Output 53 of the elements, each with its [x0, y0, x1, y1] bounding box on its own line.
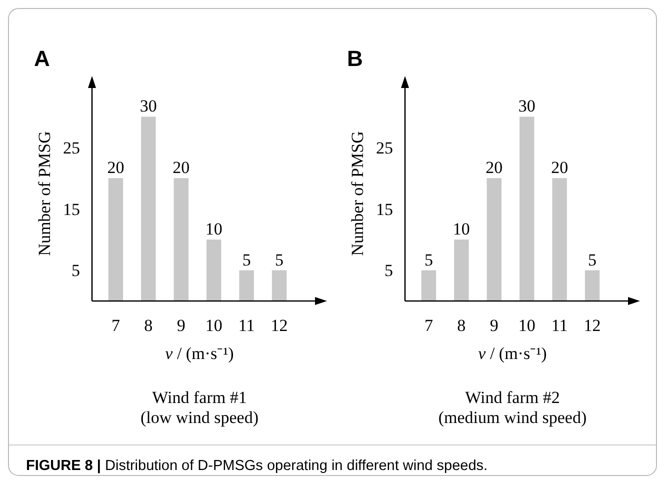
x-tick-label: 11	[551, 316, 568, 335]
data-label: 20	[172, 158, 190, 178]
x-tick-label: 12	[270, 316, 288, 335]
x-tick-label: 10	[518, 316, 536, 335]
y-tick-label: 15	[376, 200, 393, 219]
y-tick-label: 5	[384, 261, 393, 280]
x-axis-title: v / (m·s⁻¹)	[165, 344, 234, 363]
text: Wind farm #1	[152, 388, 247, 407]
data-label: 5	[275, 250, 284, 270]
caption: FIGURE 8 | Distribution of D-PMSGs operating in different wind speeds.	[26, 458, 488, 474]
x-tick-label: 8	[144, 316, 153, 335]
data-label: 5	[242, 250, 251, 270]
bar	[206, 240, 222, 301]
data-label: 20	[107, 158, 124, 178]
text: (low wind speed)	[140, 408, 259, 427]
x-tick-label: 9	[176, 316, 186, 335]
x-axis-title: v / (m·s⁻¹)	[478, 344, 547, 363]
data-label: 10	[452, 220, 470, 239]
x-tick-label: 7	[424, 316, 434, 335]
chart-title: B	[347, 46, 363, 71]
y-tick-label: 5	[72, 261, 80, 280]
data-label: 5	[588, 250, 597, 270]
data-label: 10	[205, 220, 222, 239]
bar	[239, 270, 254, 301]
text: Wind farm #2	[465, 388, 560, 407]
chart-title: A	[34, 46, 50, 71]
y-tick-label: 25	[376, 138, 393, 158]
bar	[421, 270, 436, 301]
bar	[519, 116, 534, 301]
bar	[584, 270, 600, 301]
bar	[552, 178, 567, 301]
y-tick-label: 15	[63, 200, 80, 219]
bar	[141, 116, 156, 301]
bar	[174, 178, 189, 301]
y-tick-label: 25	[63, 138, 80, 158]
x-tick-label: 12	[584, 316, 601, 335]
x-tick-label: 8	[457, 316, 466, 335]
x-tick-label: 9	[490, 316, 498, 335]
bar	[486, 178, 502, 301]
data-label: 5	[424, 250, 433, 270]
y-axis-title: Number of PMSG	[348, 131, 367, 256]
bar	[108, 178, 124, 301]
data-label: 20	[551, 158, 568, 178]
x-tick-label: 7	[111, 316, 120, 335]
x-tick-label: 10	[205, 316, 222, 335]
data-label: 30	[140, 96, 157, 116]
data-label: 30	[518, 96, 536, 116]
text: (medium wind speed)	[438, 408, 587, 427]
bar	[454, 240, 469, 301]
y-axis-title: Number of PMSG	[35, 131, 54, 256]
bar	[272, 270, 287, 301]
data-label: 20	[486, 158, 503, 178]
x-tick-label: 11	[238, 316, 255, 335]
